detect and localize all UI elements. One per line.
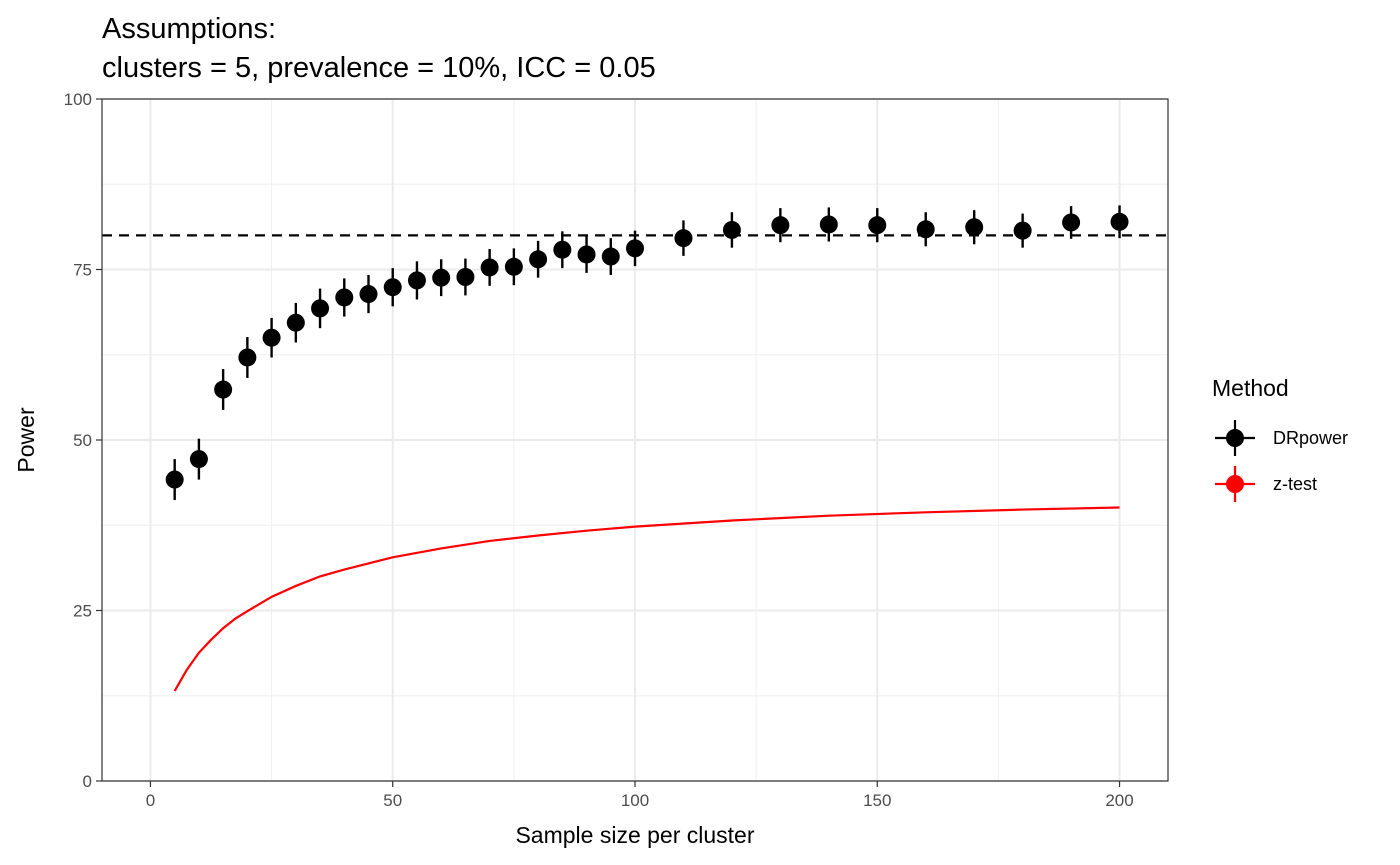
chart-title-line-1: Assumptions: [102, 13, 276, 45]
x-tick-label: 50 [383, 791, 402, 810]
legend-key-point [1226, 475, 1244, 493]
data-point [214, 380, 233, 399]
data-point [771, 216, 790, 235]
data-point [1013, 221, 1032, 240]
data-point [819, 215, 838, 234]
z-test-line-layer [173, 506, 1120, 692]
x-axis: 0 50 100 150 200 [146, 781, 1134, 810]
legend-entries: DRpower z-test [1215, 420, 1348, 502]
y-axis-title: Power [13, 407, 39, 473]
legend-label: DRpower [1273, 428, 1348, 448]
data-point [383, 278, 402, 297]
legend-title: Method [1212, 375, 1289, 401]
y-tick-label: 0 [83, 772, 92, 791]
x-tick-label: 200 [1105, 791, 1133, 810]
data-point [577, 245, 596, 264]
data-point [916, 220, 935, 239]
y-tick-label: 100 [64, 90, 92, 109]
x-tick-label: 150 [863, 791, 891, 810]
data-point [189, 450, 208, 469]
data-point [626, 239, 644, 258]
legend-key-point [1226, 429, 1244, 447]
x-tick-label: 100 [621, 791, 649, 810]
x-axis-title: Sample size per cluster [515, 822, 754, 848]
data-point [311, 299, 330, 318]
x-tick-label: 0 [146, 791, 155, 810]
data-point [359, 285, 378, 304]
data-point [529, 250, 548, 269]
points-layer [165, 212, 1129, 489]
data-point [1062, 213, 1081, 232]
y-tick-label: 50 [73, 431, 92, 450]
chart-title-line-2: clusters = 5, prevalence = 10%, ICC = 0.… [102, 52, 656, 84]
y-axis: 0 25 50 75 100 [64, 90, 102, 791]
legend-label: z-test [1273, 474, 1317, 494]
y-tick-label: 25 [73, 602, 92, 621]
data-point [335, 288, 354, 307]
data-point [504, 257, 523, 276]
data-point [286, 313, 305, 332]
data-point [262, 328, 281, 347]
data-point [868, 216, 887, 235]
data-point [722, 220, 741, 239]
y-tick-label: 75 [73, 261, 92, 280]
data-point [1110, 212, 1129, 231]
z-test-line [173, 506, 1120, 692]
data-point [674, 229, 693, 248]
data-point [965, 218, 984, 237]
data-point [480, 258, 499, 277]
data-point [238, 348, 257, 367]
data-point [407, 271, 426, 290]
data-point [165, 470, 184, 489]
data-point [553, 240, 572, 259]
data-point [432, 268, 451, 287]
data-point [456, 268, 475, 287]
data-point [601, 247, 620, 266]
legend: Method DRpower z-test [1212, 375, 1348, 502]
